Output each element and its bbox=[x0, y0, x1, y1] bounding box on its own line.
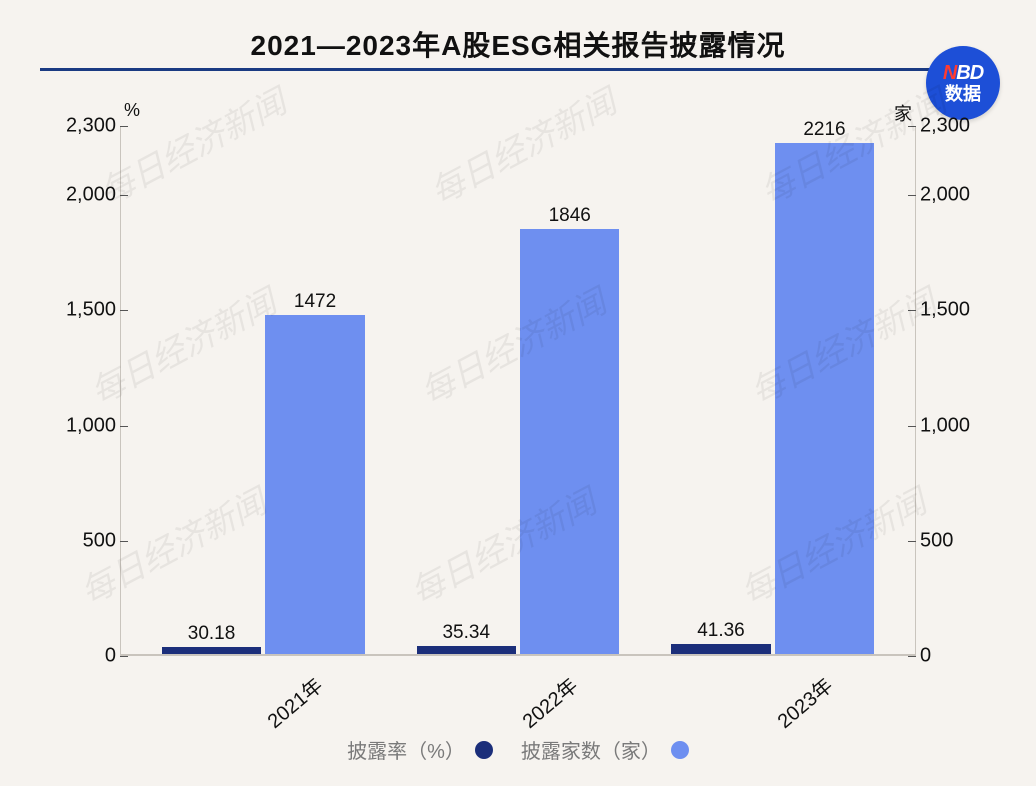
left-ytick: 2,300 bbox=[40, 115, 116, 138]
nbd-logo-top: NBD bbox=[943, 63, 983, 83]
bar-value-label: 41.36 bbox=[651, 620, 791, 642]
bar-count bbox=[775, 143, 875, 654]
title-underline bbox=[40, 68, 996, 71]
bar-count bbox=[520, 229, 620, 654]
right-axis-unit: 家 bbox=[894, 100, 912, 126]
legend: 披露率（%） 披露家数（家） bbox=[0, 735, 1036, 764]
legend-item-rate: 披露率（%） bbox=[347, 735, 493, 764]
left-axis-unit: % bbox=[124, 100, 140, 121]
x-category-label: 2022年 bbox=[515, 670, 583, 734]
legend-label-count: 披露家数（家） bbox=[521, 735, 661, 764]
bar-value-label: 2216 bbox=[754, 119, 894, 141]
bar-rate bbox=[417, 646, 517, 654]
chart-title: 2021—2023年A股ESG相关报告披露情况 bbox=[0, 24, 1036, 64]
right-ytick: 2,300 bbox=[920, 115, 996, 138]
bar-rate bbox=[671, 644, 771, 654]
right-ytick: 1,500 bbox=[920, 299, 996, 322]
left-ytick: 1,000 bbox=[40, 414, 116, 437]
bar-value-label: 35.34 bbox=[396, 622, 536, 644]
legend-swatch-rate bbox=[475, 741, 493, 759]
legend-item-count: 披露家数（家） bbox=[521, 735, 689, 764]
legend-label-rate: 披露率（%） bbox=[347, 735, 465, 764]
bar-value-label: 30.18 bbox=[142, 623, 282, 645]
bar-value-label: 1846 bbox=[500, 205, 640, 227]
legend-swatch-count bbox=[671, 741, 689, 759]
x-category-label: 2021年 bbox=[260, 670, 328, 734]
right-ytick: 500 bbox=[920, 529, 996, 552]
right-ytick: 2,000 bbox=[920, 184, 996, 207]
chart-area: % 家 0 500 1,000 1,500 2,000 2,300 0 500 1,000 1,5… bbox=[40, 86, 996, 726]
right-ytick: 1,000 bbox=[920, 414, 996, 437]
left-ytick: 0 bbox=[40, 645, 116, 668]
bar-count bbox=[265, 315, 365, 654]
bar-rate bbox=[162, 647, 262, 654]
left-ytick: 2,000 bbox=[40, 184, 116, 207]
bar-value-label: 1472 bbox=[245, 291, 385, 313]
left-ytick: 1,500 bbox=[40, 299, 116, 322]
left-ytick: 500 bbox=[40, 529, 116, 552]
right-ytick: 0 bbox=[920, 645, 996, 668]
x-category-label: 2023年 bbox=[770, 670, 838, 734]
